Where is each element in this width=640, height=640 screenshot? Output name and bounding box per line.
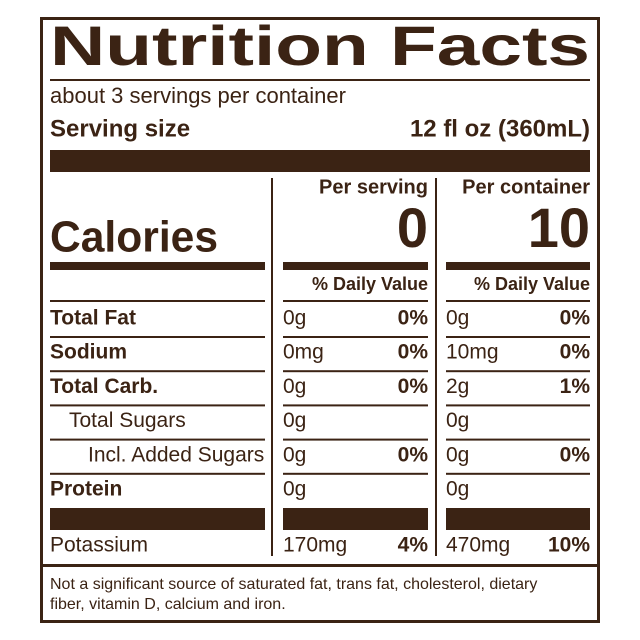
thick-rule xyxy=(283,262,428,270)
column-header: Per serving xyxy=(319,176,428,198)
rule xyxy=(446,404,590,407)
daily-value-header: % Daily Value xyxy=(474,274,590,294)
calories-value: 0 xyxy=(397,196,428,259)
thick-rule xyxy=(50,262,265,270)
amount: 0mg xyxy=(283,341,324,364)
rule xyxy=(40,564,600,567)
footnote: Not a significant source of saturated fa… xyxy=(50,576,537,593)
daily-value-header: % Daily Value xyxy=(312,274,428,294)
daily-value: 0% xyxy=(560,307,591,330)
daily-value: 0% xyxy=(560,341,591,364)
rule xyxy=(50,438,265,441)
servings: about 3 servings per container xyxy=(50,83,346,108)
daily-value: 1% xyxy=(560,375,591,398)
rule xyxy=(446,300,590,302)
amount: 10mg xyxy=(446,341,499,364)
rule xyxy=(283,336,428,338)
title: Nutrition Facts xyxy=(50,14,590,77)
nutrient-name: Protein xyxy=(50,478,122,501)
nutrient-name: Incl. Added Sugars xyxy=(88,443,264,466)
rule xyxy=(283,404,428,407)
rule xyxy=(446,336,590,338)
thick-rule xyxy=(446,508,590,530)
amount: 0g xyxy=(283,307,306,330)
daily-value: 0% xyxy=(560,443,591,466)
serving-size-value: 12 fl oz (360mL) xyxy=(410,115,590,142)
rule xyxy=(50,370,265,373)
footnote: fiber, vitamin D, calcium and iron. xyxy=(50,596,286,613)
rule xyxy=(50,336,265,338)
amount: 0g xyxy=(283,375,306,398)
nutrient-name: Total Carb. xyxy=(50,375,158,398)
amount: 0g xyxy=(283,443,306,466)
serving-size-label: Serving size xyxy=(50,115,190,142)
nutrient-name: Total Sugars xyxy=(69,409,186,432)
rule xyxy=(283,472,428,475)
thick-rule xyxy=(283,508,428,530)
rule xyxy=(283,370,428,373)
rule xyxy=(283,300,428,302)
rule xyxy=(446,472,590,475)
amount: 470mg xyxy=(446,534,510,557)
amount: 2g xyxy=(446,375,469,398)
rule xyxy=(50,79,590,81)
daily-value: 0% xyxy=(398,341,429,364)
daily-value: 4% xyxy=(398,534,429,557)
thick-rule xyxy=(446,262,590,270)
amount: 170mg xyxy=(283,534,347,557)
column-divider xyxy=(435,178,437,556)
rule xyxy=(283,438,428,441)
calories-value: 10 xyxy=(528,196,590,259)
amount: 0g xyxy=(283,478,306,501)
column-divider xyxy=(271,178,273,556)
rule xyxy=(446,438,590,441)
rule xyxy=(50,300,265,302)
column-header: Per container xyxy=(462,176,590,198)
rule xyxy=(50,472,265,475)
amount: 0g xyxy=(283,409,306,432)
amount: 0g xyxy=(446,443,469,466)
rule xyxy=(50,404,265,407)
calories-label: Calories xyxy=(50,213,218,262)
nutrient-name: Sodium xyxy=(50,341,127,364)
amount: 0g xyxy=(446,409,469,432)
amount: 0g xyxy=(446,307,469,330)
amount: 0g xyxy=(446,478,469,501)
daily-value: 0% xyxy=(398,375,429,398)
daily-value: 10% xyxy=(548,534,590,557)
daily-value: 0% xyxy=(398,307,429,330)
thick-rule xyxy=(50,508,265,530)
thick-rule xyxy=(50,150,590,172)
nutrient-name: Potassium xyxy=(50,534,148,557)
nutrient-name: Total Fat xyxy=(50,307,136,330)
daily-value: 0% xyxy=(398,443,429,466)
rule xyxy=(446,370,590,373)
